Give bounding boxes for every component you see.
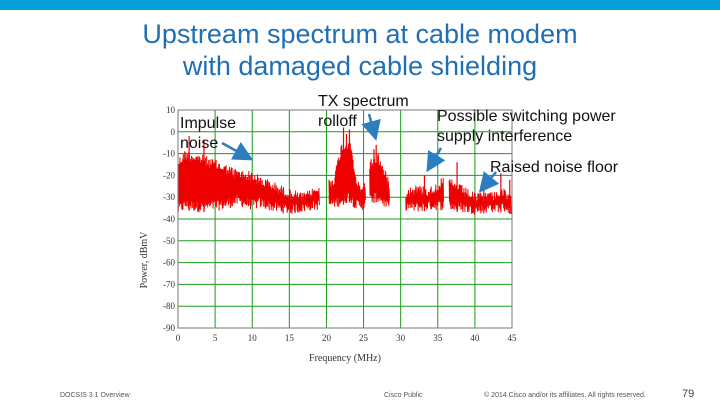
slide-title: Upstream spectrum at cable modem with da… [0,18,720,82]
tick-labels: 0 5 10 15 20 25 30 35 40 45 10 0 -10 -20 -30 -40 -50 -60 -… [163,105,517,343]
impulse-noise-label: Impulse noise [180,114,236,154]
x-tick-label: 20 [322,333,332,343]
title-line-1: Upstream spectrum at cable modem [142,19,578,49]
tx-rolloff-label: TX spectrum rolloff [318,92,409,132]
noise-trace [177,127,513,215]
y-tick-label: 0 [171,127,176,137]
impulse-label-line-1: Impulse [180,115,237,132]
noise-segment [328,143,366,211]
footer-left: DOCSIS 3.1 Overview [60,392,130,399]
grid [177,109,513,329]
title-line-2: with damaged cable shielding [182,51,538,81]
x-tick-label: 40 [470,333,480,343]
y-tick-label: 10 [166,105,176,115]
y-tick-label: -20 [163,170,175,180]
rolloff-arrow [361,113,381,141]
raised-noise-floor-label: Raised noise floor [490,159,619,176]
footer-copyright: © 2014 Cisco and/or its affiliates. All … [484,392,646,399]
x-tick-label: 10 [248,333,258,343]
y-tick-label: -90 [163,323,175,333]
impulse-label-line-2: noise [180,135,219,152]
plot-frame [177,109,513,329]
page-number: 79 [682,388,695,400]
y-tick-label: -70 [163,279,175,289]
x-tick-label: 30 [396,333,406,343]
y-tick-label: -30 [163,192,175,202]
x-tick-label: 0 [176,333,181,343]
x-tick-label: 15 [285,333,295,343]
tx-label-line-1: TX spectrum [318,93,409,110]
x-axis-label: Frequency (MHz) [309,353,381,364]
switching-label-line-1: Possible switching power [437,108,616,125]
noise-segment [448,179,513,215]
noise-floor-arrow [478,171,500,193]
y-tick-label: -50 [163,236,175,246]
y-tick-label: -40 [163,214,175,224]
noise-segment [177,151,320,214]
tx-label-line-2: rolloff [318,113,357,130]
y-tick-label: -80 [163,301,175,311]
annotation-arrows [221,113,500,193]
noise-segment [369,155,390,207]
y-axis-label: Power, dBmV [139,231,150,289]
y-tick-label: -60 [163,258,175,268]
switching-interference-label: Possible switching power supply interfer… [437,107,616,147]
x-tick-label: 25 [359,333,369,343]
top-accent-bar [0,0,720,10]
switching-label-line-2: supply interference [437,128,573,145]
x-tick-label: 5 [213,333,218,343]
x-tick-label: 35 [433,333,443,343]
switching-arrow [426,147,446,173]
x-tick-label: 45 [508,333,518,343]
footer-center: Cisco Public [384,392,423,399]
y-tick-label: -10 [163,149,175,159]
impulse-arrow [221,141,254,161]
